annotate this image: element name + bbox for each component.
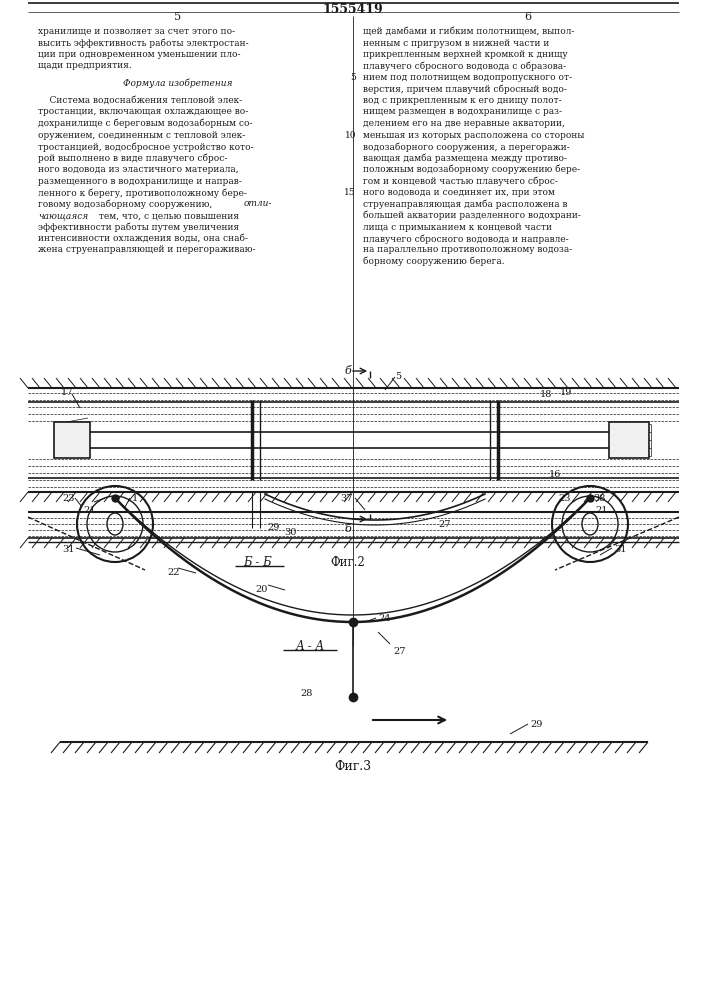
Text: 5: 5 — [395, 372, 401, 381]
Text: борному сооружению берега.: борному сооружению берега. — [363, 257, 505, 266]
Text: вающая дамба размещена между противо-: вающая дамба размещена между противо- — [363, 153, 567, 163]
Text: 21: 21 — [83, 506, 95, 515]
Text: 19: 19 — [560, 388, 573, 397]
Text: щей дамбами и гибким полотнищем, выпол-: щей дамбами и гибким полотнищем, выпол- — [363, 27, 574, 36]
Text: ленного к берегу, противоположному бере-: ленного к берегу, противоположному бере- — [38, 188, 247, 198]
Text: гом и концевой частью плавучего сброс-: гом и концевой частью плавучего сброс- — [363, 176, 558, 186]
Text: Система водоснабжения тепловой элек-: Система водоснабжения тепловой элек- — [38, 96, 242, 105]
Bar — [54, 422, 90, 458]
Text: 1: 1 — [132, 494, 139, 503]
Text: вод с прикрепленным к его днищу полот-: вод с прикрепленным к его днищу полот- — [363, 96, 561, 105]
Text: прикрепленным верхней кромкой к днищу: прикрепленным верхней кромкой к днищу — [363, 50, 568, 59]
Text: 38: 38 — [593, 494, 605, 503]
Text: А - А: А - А — [296, 640, 325, 653]
Text: 1555419: 1555419 — [322, 3, 383, 16]
Text: ного водовода из эластичного материала,: ного водовода из эластичного материала, — [38, 165, 239, 174]
Bar — [609, 422, 649, 458]
Text: щади предприятия.: щади предприятия. — [38, 62, 132, 70]
Text: 5: 5 — [175, 12, 182, 22]
Text: жена струенаправляющей и перегораживаю-: жена струенаправляющей и перегораживаю- — [38, 245, 255, 254]
Text: тростанции, включающая охлаждающее во-: тростанции, включающая охлаждающее во- — [38, 107, 248, 116]
Text: 27: 27 — [438, 520, 450, 529]
Text: рой выполнено в виде плавучего сброс-: рой выполнено в виде плавучего сброс- — [38, 153, 228, 163]
Text: 28: 28 — [300, 689, 313, 698]
Text: Формула изобретения: Формула изобретения — [123, 79, 233, 88]
Text: ненным с пригрузом в нижней части и: ненным с пригрузом в нижней части и — [363, 38, 549, 47]
Text: ного водовода и соединяет их, при этом: ного водовода и соединяет их, при этом — [363, 188, 555, 197]
Text: 27: 27 — [393, 647, 406, 656]
Text: говому водозаборному сооружению,: говому водозаборному сооружению, — [38, 200, 215, 209]
Text: на параллельно противоположному водоза-: на параллельно противоположному водоза- — [363, 245, 572, 254]
Text: 6: 6 — [525, 12, 532, 22]
Text: большей акватории разделенного водохрани-: большей акватории разделенного водохрани… — [363, 211, 581, 221]
Text: 31: 31 — [62, 545, 74, 554]
Text: 21: 21 — [595, 506, 607, 515]
Text: б: б — [344, 524, 351, 534]
Text: 20: 20 — [255, 585, 267, 594]
Text: ции при одновременном уменьшении пло-: ции при одновременном уменьшении пло- — [38, 50, 240, 59]
Text: верстия, причем плавучий сбросный водо-: верстия, причем плавучий сбросный водо- — [363, 85, 567, 94]
Text: делением его на две неравные акватории,: делением его на две неравные акватории, — [363, 119, 565, 128]
Text: 24: 24 — [378, 614, 390, 623]
Text: отли-: отли- — [244, 200, 272, 209]
Text: Фиг.2: Фиг.2 — [330, 556, 365, 569]
Text: тростанцией, водосбросное устройство кото-: тростанцией, водосбросное устройство кот… — [38, 142, 254, 151]
Text: 37: 37 — [340, 494, 353, 503]
Text: хранилище и позволяет за счет этого по-: хранилище и позволяет за счет этого по- — [38, 27, 235, 36]
Text: интенсивности охлаждения воды, она снаб-: интенсивности охлаждения воды, она снаб- — [38, 234, 248, 243]
Text: тем, что, с целью повышения: тем, что, с целью повышения — [96, 211, 239, 220]
Text: 15: 15 — [344, 188, 356, 197]
Text: 22: 22 — [167, 568, 180, 577]
Text: 16: 16 — [549, 470, 561, 479]
Text: размещенного в водохранилище и направ-: размещенного в водохранилище и направ- — [38, 176, 242, 186]
Text: высить эффективность работы электростан-: высить эффективность работы электростан- — [38, 38, 249, 48]
Text: 23: 23 — [62, 494, 74, 503]
Text: 31: 31 — [614, 545, 626, 554]
Text: 30: 30 — [284, 528, 296, 537]
Text: оружением, соединенным с тепловой элек-: оружением, соединенным с тепловой элек- — [38, 130, 245, 139]
Text: Фиг.3: Фиг.3 — [334, 760, 372, 773]
Text: 5: 5 — [350, 73, 356, 82]
Text: 18: 18 — [540, 390, 552, 399]
Text: нищем размещен в водохранилище с раз-: нищем размещен в водохранилище с раз- — [363, 107, 562, 116]
Text: струенаправляющая дамба расположена в: струенаправляющая дамба расположена в — [363, 200, 568, 209]
Text: б: б — [344, 366, 351, 376]
Text: дохранилище с береговым водозаборным со-: дохранилище с береговым водозаборным со- — [38, 119, 252, 128]
Text: плавучего сбросного водовода с образова-: плавучего сбросного водовода с образова- — [363, 62, 566, 71]
Text: нием под полотнищем водопропускного от-: нием под полотнищем водопропускного от- — [363, 73, 572, 82]
Text: меньшая из которых расположена со стороны: меньшая из которых расположена со сторон… — [363, 130, 585, 139]
Text: плавучего сбросного водовода и направле-: плавучего сбросного водовода и направле- — [363, 234, 568, 243]
Text: 23: 23 — [558, 494, 571, 503]
Text: положным водозаборному сооружению бере-: положным водозаборному сооружению бере- — [363, 165, 580, 174]
Text: 10: 10 — [344, 130, 356, 139]
Text: водозаборного сооружения, а перегоражи-: водозаборного сооружения, а перегоражи- — [363, 142, 570, 151]
Text: 29: 29 — [267, 523, 279, 532]
Text: 17: 17 — [61, 388, 74, 397]
Text: эффективности работы путем увеличения: эффективности работы путем увеличения — [38, 223, 239, 232]
Text: 29: 29 — [530, 720, 542, 729]
Text: чающаяся: чающаяся — [38, 211, 88, 220]
Text: Б - Б: Б - Б — [244, 556, 272, 569]
Text: лища с примыканием к концевой части: лища с примыканием к концевой части — [363, 223, 552, 232]
